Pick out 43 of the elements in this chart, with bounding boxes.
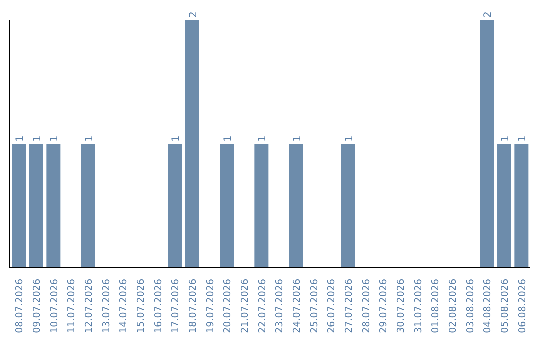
x-tick-label: 09.07.2026 xyxy=(32,279,43,334)
x-tick-label: 24.07.2026 xyxy=(292,279,303,334)
x-tick-label: 03.08.2026 xyxy=(465,279,476,334)
data-label: 1 xyxy=(344,136,356,142)
x-tick-label: 13.07.2026 xyxy=(101,279,112,334)
x-tick-label: 19.07.2026 xyxy=(205,279,216,334)
x-tick-label: 22.07.2026 xyxy=(257,279,268,334)
x-tick-label: 14.07.2026 xyxy=(118,279,130,334)
x-tick-label: 10.07.2026 xyxy=(49,279,60,334)
data-label: 1 xyxy=(50,136,61,142)
data-label: 1 xyxy=(15,136,26,142)
data-label: 1 xyxy=(171,136,182,142)
data-label: 2 xyxy=(188,12,200,18)
data-label: 1 xyxy=(292,136,304,142)
x-tick-label: 17.07.2026 xyxy=(170,279,182,334)
x-tick-label: 29.07.2026 xyxy=(378,279,390,334)
x-tick-label: 28.07.2026 xyxy=(361,279,372,334)
x-tick-label: 23.07.2026 xyxy=(274,279,286,334)
x-tick-label: 31.07.2026 xyxy=(413,279,424,334)
x-tick-label: 20.07.2026 xyxy=(222,279,234,334)
data-label: 1 xyxy=(500,136,512,142)
data-label: 2 xyxy=(483,12,494,18)
x-tick-label: 08.07.2026 xyxy=(14,279,26,334)
x-tick-label: 05.08.2026 xyxy=(500,279,511,334)
data-label: 1 xyxy=(84,136,96,142)
x-tick-label: 11.07.2026 xyxy=(66,279,78,334)
data-label: 1 xyxy=(32,136,44,142)
x-tick-label: 06.08.2026 xyxy=(517,279,528,334)
data-label: 1 xyxy=(518,136,529,142)
data-label: 1 xyxy=(223,136,234,142)
x-tick-label: 25.07.2026 xyxy=(309,279,320,334)
data-label: 1 xyxy=(258,136,269,142)
x-tick-label: 26.07.2026 xyxy=(326,279,338,334)
x-tick-label: 04.08.2026 xyxy=(482,279,494,334)
x-tick-label: 12.07.2026 xyxy=(84,279,95,334)
x-tick-label: 27.07.2026 xyxy=(344,279,355,334)
x-tick-label: 02.08.2026 xyxy=(448,279,459,334)
x-tick-label: 18.07.2026 xyxy=(188,279,199,334)
x-tick-label: 01.08.2026 xyxy=(430,279,442,334)
x-tick-label: 30.07.2026 xyxy=(396,279,407,334)
x-tick-label: 21.07.2026 xyxy=(240,279,251,334)
x-tick-label: 15.07.2026 xyxy=(136,279,147,334)
x-tick-label: 16.07.2026 xyxy=(153,279,164,334)
